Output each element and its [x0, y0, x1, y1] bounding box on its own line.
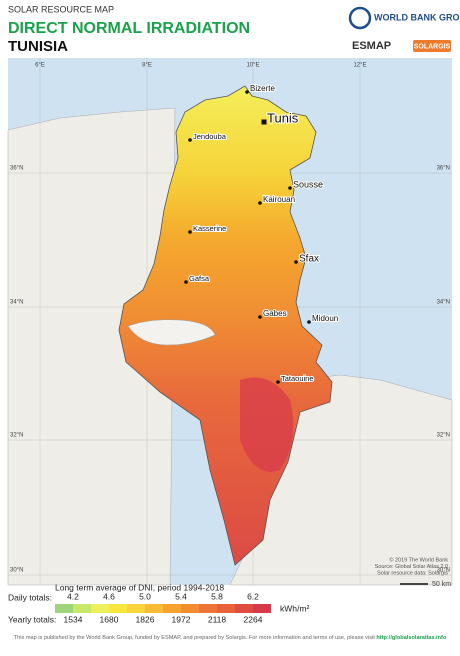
city-label: Sousse: [293, 179, 323, 189]
daily-value: 5.8: [211, 591, 223, 601]
legend-swatch: [91, 604, 109, 613]
title: DIRECT NORMAL IRRADIATION: [8, 20, 250, 37]
longitude-label: 6°E: [35, 63, 45, 69]
legend-swatch: [127, 604, 145, 613]
esmap-logo: ESMAP: [352, 40, 391, 52]
yearly-value: 1680: [100, 614, 119, 624]
yearly-label: Yearly totals:: [8, 614, 56, 624]
yearly-value: 1826: [136, 614, 155, 624]
legend-swatch: [109, 604, 127, 613]
city-marker: [276, 380, 280, 384]
city-marker: [184, 280, 188, 284]
latitude-label: 32°N: [437, 433, 450, 439]
legend-swatch: [253, 604, 271, 613]
algeria: [7, 107, 176, 586]
legend-caption: Long term average of DNI, period 1994-20…: [55, 582, 224, 592]
solargis-logo: SOLARGIS: [414, 43, 451, 50]
city-label: Tataouine: [281, 374, 314, 383]
yearly-value: 2264: [244, 614, 263, 624]
city-marker: [261, 119, 267, 125]
city-label: Gafsa: [189, 274, 210, 283]
longitude-label: 8°E: [142, 63, 152, 69]
footer: This map is published by the World Bank …: [14, 635, 447, 641]
city-marker: [258, 201, 262, 205]
wb-logo-icon: [348, 6, 372, 30]
credit-line: Source: Global Solar Atlas 2.0: [375, 564, 448, 570]
daily-value: 5.4: [175, 591, 187, 601]
footer-text: This map is published by the World Bank …: [14, 635, 376, 641]
yearly-value: 1972: [172, 614, 191, 624]
legend-swatch: [217, 604, 235, 613]
daily-value: 4.6: [103, 591, 115, 601]
daily-value: 6.2: [247, 591, 259, 601]
credit-line: © 2019 The World Bank: [389, 556, 448, 563]
latitude-label: 32°N: [10, 433, 23, 439]
high-dni-zone: [240, 377, 294, 472]
latitude-label: 30°N: [10, 568, 23, 574]
legend-swatch: [55, 604, 73, 613]
country: TUNISIA: [8, 38, 68, 55]
credit-line: Solar resource data: Solargis: [377, 570, 448, 576]
daily-value: 5.0: [139, 591, 151, 601]
daily-value: 4.2: [67, 591, 79, 601]
city-marker: [188, 138, 192, 142]
city-label: Bizerte: [250, 84, 275, 93]
city-marker: [294, 260, 298, 264]
city-marker: [307, 320, 311, 324]
city-label: Kasserine: [193, 224, 226, 233]
legend-swatch: [163, 604, 181, 613]
yearly-value: 1534: [64, 614, 83, 624]
legend-swatch: [235, 604, 253, 613]
legend: 4.2 4.6 5.0 5.4 5.8 6.2 1534 1680 1826 1972 2118 22…: [55, 591, 271, 624]
legend-swatch: [181, 604, 199, 613]
daily-label: Daily totals:: [8, 592, 52, 602]
scale-label: 50 km: [432, 581, 451, 588]
city-label: Jendouba: [193, 132, 227, 141]
city-marker: [245, 90, 249, 94]
city-label: Gabes: [263, 309, 287, 318]
city-label: Midoun: [312, 314, 338, 323]
legend-swatch: [145, 604, 163, 613]
kicker: SOLAR RESOURCE MAP: [8, 4, 114, 14]
city-label: Sfax: [299, 254, 319, 265]
latitude-label: 36°N: [437, 166, 450, 172]
chott-el-jerid: [127, 319, 216, 346]
legend-swatch: [73, 604, 91, 613]
city-label: Tunis: [267, 110, 299, 125]
latitude-label: 34°N: [10, 300, 23, 306]
city-marker: [258, 315, 262, 319]
latitude-label: 30°N: [437, 568, 450, 574]
legend-unit: kWh/m²: [280, 603, 309, 613]
footer-link[interactable]: http://globalsolaratlas.info: [376, 635, 447, 641]
wb-logo: WORLD BANK GROUP: [374, 12, 460, 22]
longitude-label: 12°E: [353, 63, 366, 69]
legend-swatch: [199, 604, 217, 613]
latitude-label: 34°N: [437, 300, 450, 306]
city-marker: [288, 186, 292, 190]
city-label: Kairouan: [263, 195, 295, 204]
city-marker: [188, 230, 192, 234]
yearly-value: 2118: [208, 614, 227, 624]
latitude-label: 36°N: [10, 166, 23, 172]
cities: Bizerte Tunis Jendouba Sousse Kairouan Kasser…: [184, 83, 339, 384]
solargis-badge: [413, 40, 451, 52]
longitude-label: 10°E: [246, 63, 259, 69]
